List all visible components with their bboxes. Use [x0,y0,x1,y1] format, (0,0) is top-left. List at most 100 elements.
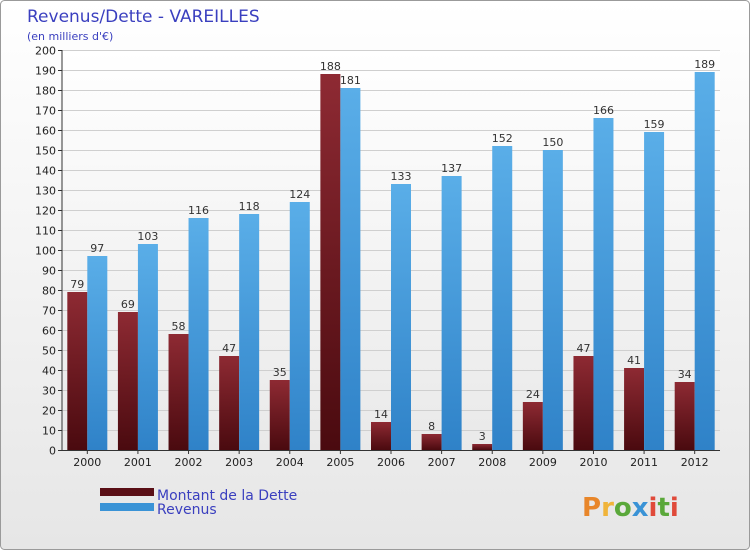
y-tick-label: 130 [35,185,56,198]
bar-debt [371,422,391,450]
value-label: 24 [526,388,540,401]
x-tick-label: 2008 [478,456,506,469]
value-label: 47 [576,342,590,355]
bars [67,72,715,450]
bar-revenus [694,72,715,450]
bar-revenus [644,132,665,450]
bar-debt [117,312,138,450]
brand-logo-letter: P [582,493,601,523]
y-tick-label: 200 [35,45,56,58]
x-tick-label: 2003 [225,456,253,469]
bar-debt [573,356,594,450]
bar-debt [168,334,189,450]
value-label: 189 [694,58,715,71]
value-label: 152 [492,132,513,145]
value-label: 118 [239,200,260,213]
y-axis-ticks: 0 10 20 30 40 50 60 70 80 90 100 110 120 130 140 150 160… [35,45,62,458]
value-label: 133 [391,170,412,183]
bar-revenus [137,244,158,450]
brand-logo-letter: t [657,493,669,523]
value-label: 103 [137,230,158,243]
y-tick-label: 60 [42,325,56,338]
y-tick-label: 50 [42,345,56,358]
y-tick-label: 70 [42,305,56,318]
x-tick-label: 2000 [73,456,101,469]
bar-debt [269,380,290,450]
value-label: 8 [428,420,435,433]
brand-logo-letter: r [601,493,614,523]
x-tick-label: 2007 [428,456,456,469]
value-label: 14 [374,408,388,421]
value-label: 137 [441,162,462,175]
x-tick-label: 2001 [124,456,152,469]
value-label: 79 [70,278,84,291]
bar-debt [624,368,645,450]
bar-revenus [87,256,108,450]
value-label: 69 [121,298,135,311]
y-tick-label: 30 [42,385,56,398]
legend: Montant de la Dette Revenus [100,488,297,518]
bar-revenus [188,218,209,450]
x-tick-label: 2010 [579,456,607,469]
bar-revenus [239,214,260,450]
bar-debt [219,356,240,450]
y-tick-label: 90 [42,265,56,278]
value-label: 124 [289,188,310,201]
brand-logo-letter: x [632,493,649,523]
y-tick-label: 120 [35,205,56,218]
brand-logo-letter: i [649,493,658,523]
y-tick-label: 170 [35,105,56,118]
bar-debt [320,74,341,450]
value-label: 166 [593,104,614,117]
brand-logo-letter: i [670,493,679,523]
value-label: 150 [542,136,563,149]
y-tick-label: 100 [35,245,56,258]
legend-label-revenus: Revenus [157,502,217,518]
bar-debt [421,434,442,450]
x-tick-label: 2004 [276,456,304,469]
x-tick-label: 2005 [326,456,354,469]
y-tick-label: 160 [35,125,56,138]
value-label: 3 [479,430,486,443]
y-tick-label: 40 [42,365,56,378]
y-tick-label: 20 [42,405,56,418]
y-tick-label: 140 [35,165,56,178]
x-tick-label: 2002 [175,456,203,469]
value-label: 116 [188,204,209,217]
y-tick-label: 10 [42,425,56,438]
bar-revenus [441,176,462,450]
x-axis-ticks: 2000 2001 2002 2003 2004 2005 2006 2007 2008 2009… [73,450,709,469]
x-tick-label: 2006 [377,456,405,469]
bar-revenus [593,118,614,450]
bar-debt [472,444,493,450]
x-tick-label: 2011 [630,456,658,469]
bar-revenus [289,202,310,450]
value-label: 188 [320,60,341,73]
legend-swatch-revenus [100,503,154,511]
bar-debt [674,382,695,450]
brand-logo: Proxiti [582,493,679,523]
value-label: 41 [627,354,641,367]
bar-revenus [340,88,361,450]
x-tick-label: 2009 [529,456,557,469]
value-label: 181 [340,74,361,87]
bar-debt [67,292,88,450]
bar-revenus [391,184,411,450]
y-tick-label: 190 [35,65,56,78]
value-label: 97 [90,242,104,255]
value-label: 34 [678,368,692,381]
chart-subtitle: (en milliers d'€) [27,30,113,43]
value-label: 58 [172,320,186,333]
value-label: 47 [222,342,236,355]
value-label: 35 [273,366,287,379]
y-tick-label: 0 [49,445,56,458]
y-tick-label: 80 [42,285,56,298]
y-tick-label: 180 [35,85,56,98]
brand-logo-letter: o [614,493,632,523]
bar-debt [522,402,543,450]
value-label: 159 [644,118,665,131]
bar-revenus [492,146,513,450]
